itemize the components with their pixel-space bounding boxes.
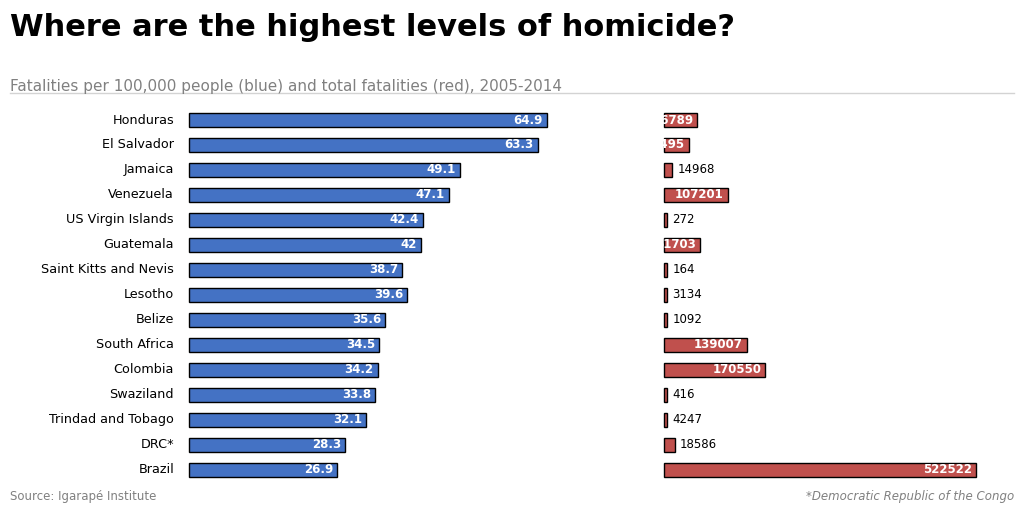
Text: Colombia: Colombia [114, 364, 174, 376]
Text: 28.3: 28.3 [312, 438, 341, 451]
Text: Source: Igarapé Institute: Source: Igarapé Institute [10, 490, 157, 503]
Text: 56789: 56789 [652, 114, 693, 126]
Text: Honduras: Honduras [113, 114, 174, 126]
Text: 32.1: 32.1 [333, 413, 362, 426]
Text: 63.3: 63.3 [505, 139, 534, 152]
Text: 39.6: 39.6 [374, 288, 403, 302]
Text: 49.1: 49.1 [426, 163, 456, 177]
Text: 522522: 522522 [923, 463, 972, 476]
Text: 164: 164 [672, 264, 694, 276]
Text: 61703: 61703 [655, 239, 696, 251]
Text: 47.1: 47.1 [416, 188, 444, 201]
Text: Brazil: Brazil [138, 463, 174, 476]
Text: Belize: Belize [136, 313, 174, 326]
Text: 34.5: 34.5 [346, 338, 375, 351]
Text: 3134: 3134 [672, 288, 702, 302]
Text: DRC*: DRC* [140, 438, 174, 451]
Text: Saint Kitts and Nevis: Saint Kitts and Nevis [41, 264, 174, 276]
Text: 139007: 139007 [693, 338, 742, 351]
Text: El Salvador: El Salvador [102, 139, 174, 152]
Text: 42: 42 [400, 239, 417, 251]
Text: Venezuela: Venezuela [109, 188, 174, 201]
Text: Fatalities per 100,000 people (blue) and total fatalities (red), 2005-2014: Fatalities per 100,000 people (blue) and… [10, 79, 562, 94]
Text: 1092: 1092 [672, 313, 702, 326]
Text: South Africa: South Africa [96, 338, 174, 351]
Text: 42495: 42495 [644, 139, 685, 152]
Text: 18586: 18586 [680, 438, 717, 451]
Text: Lesotho: Lesotho [124, 288, 174, 302]
Text: 34.2: 34.2 [344, 364, 374, 376]
Text: US Virgin Islands: US Virgin Islands [67, 214, 174, 226]
Text: Jamaica: Jamaica [124, 163, 174, 177]
Text: Where are the highest levels of homicide?: Where are the highest levels of homicide… [10, 13, 735, 42]
Text: 107201: 107201 [675, 188, 724, 201]
Text: 272: 272 [672, 214, 694, 226]
Text: 38.7: 38.7 [370, 264, 398, 276]
Text: 170550: 170550 [713, 364, 761, 376]
Text: Swaziland: Swaziland [110, 389, 174, 401]
Text: 35.6: 35.6 [352, 313, 381, 326]
Text: 33.8: 33.8 [342, 389, 372, 401]
Text: 14968: 14968 [678, 163, 715, 177]
Text: *Democratic Republic of the Congo: *Democratic Republic of the Congo [806, 490, 1014, 503]
Text: 64.9: 64.9 [513, 114, 543, 126]
Text: 416: 416 [672, 389, 694, 401]
Text: 42.4: 42.4 [389, 214, 419, 226]
Text: Guatemala: Guatemala [103, 239, 174, 251]
Text: Trindad and Tobago: Trindad and Tobago [49, 413, 174, 426]
Text: 4247: 4247 [672, 413, 702, 426]
Text: 26.9: 26.9 [304, 463, 334, 476]
